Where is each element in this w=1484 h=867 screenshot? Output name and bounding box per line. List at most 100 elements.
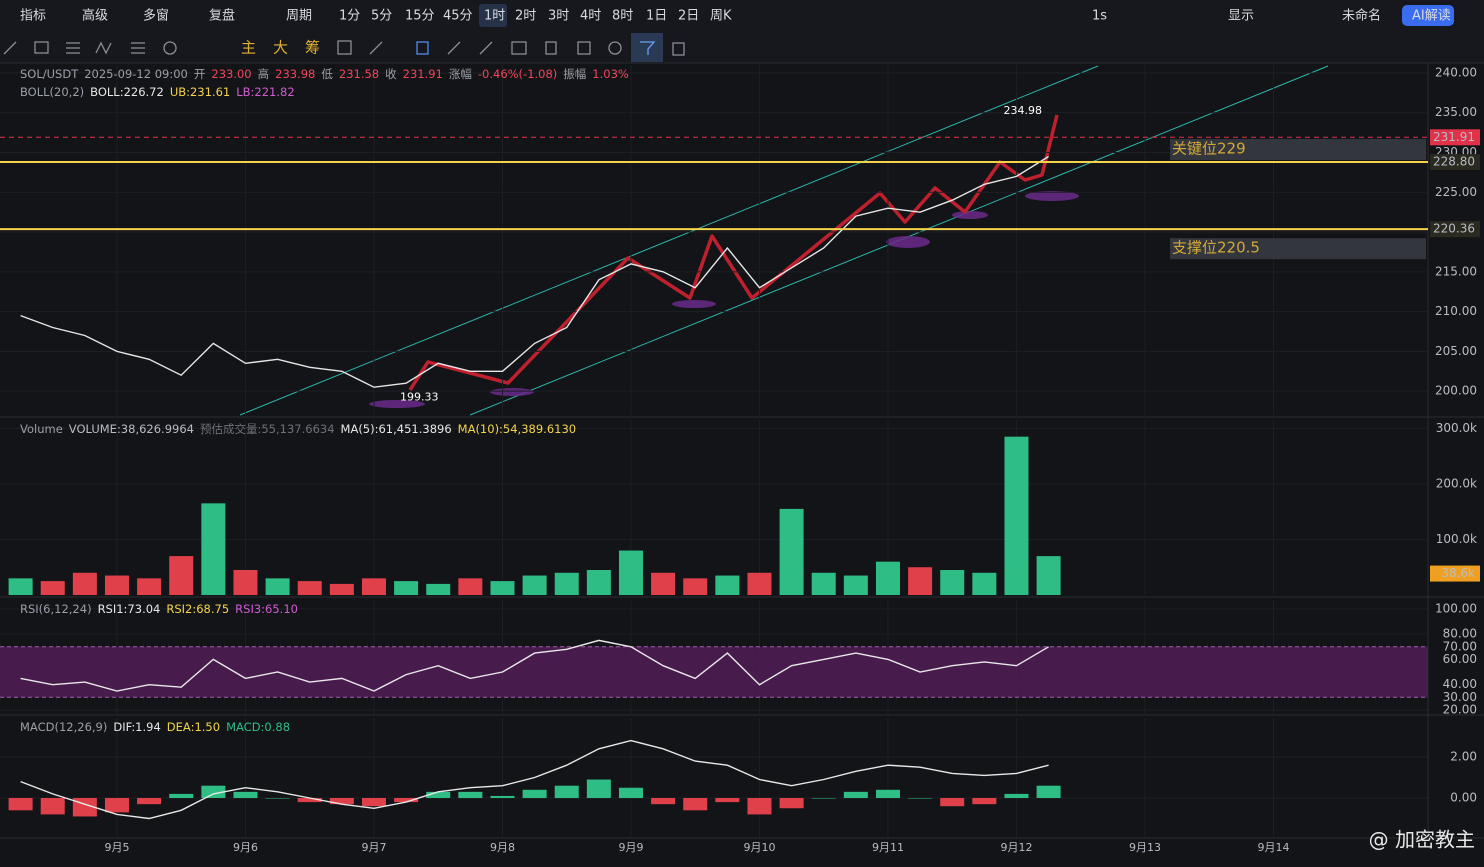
volume-tag: [1430, 565, 1480, 582]
bar: [361, 798, 386, 807]
draw-icons: [3, 33, 685, 62]
tool[interactable]: 筹: [305, 39, 320, 57]
legend-item: MACD:0.88: [226, 720, 290, 734]
y-tick-label: 40.00: [1443, 677, 1477, 691]
draw-toolbar: [0, 32, 1484, 63]
bar: [104, 575, 129, 595]
bar: [169, 793, 194, 798]
y-tick-label: 225.00: [1435, 185, 1477, 199]
y-tick-label: 205.00: [1435, 344, 1477, 358]
bar: [554, 785, 579, 798]
bar: [201, 503, 226, 595]
legend-row: BOLL(20,2) BOLL:226.72 UB:231.61 LB:221.82: [20, 85, 295, 99]
bar: [683, 798, 708, 811]
toolbar-item[interactable]: 周期: [286, 9, 312, 24]
high-label: 234.98: [1004, 104, 1043, 117]
toolbar-item[interactable]: 复盘: [209, 8, 235, 24]
last-price-tag: [1430, 129, 1480, 146]
toolbar-item[interactable]: 3时: [548, 9, 569, 24]
legend-item: 收: [385, 67, 397, 81]
bar: [1036, 785, 1061, 798]
legend-item: -0.46%(-1.08): [478, 67, 557, 81]
legend-item: 高: [258, 67, 270, 81]
legend-item: RSI1:73.04: [98, 602, 161, 616]
bar: [137, 578, 162, 595]
legend-item: RSI3:65.10: [235, 602, 298, 616]
bar: [908, 798, 933, 799]
toolbar-item[interactable]: AI解读: [1412, 9, 1451, 24]
toolbar-item[interactable]: 4时: [580, 9, 601, 24]
legend-item: DEA:1.50: [167, 720, 220, 734]
legend-item: VOLUME:38,626.9964: [69, 422, 194, 436]
legend-item: RSI(6,12,24): [20, 602, 92, 616]
bar: [40, 581, 65, 595]
y-tick-label: 100.00: [1435, 601, 1477, 615]
bar: [361, 578, 386, 595]
toolbar-item[interactable]: 1分: [339, 9, 360, 24]
tool[interactable]: 主: [241, 39, 256, 57]
toolbar-item[interactable]: 1s: [1092, 9, 1107, 24]
bar: [297, 798, 322, 803]
top-toolbar: [0, 0, 1484, 32]
y-tick-label: 300.0k: [1436, 421, 1477, 435]
level-tag: [1430, 221, 1480, 238]
bar: [490, 581, 515, 595]
bar: [683, 578, 708, 595]
toolbar-item[interactable]: 2时: [515, 9, 536, 24]
toolbar-item[interactable]: 周K: [710, 9, 732, 24]
bar: [940, 798, 965, 807]
annotation-box: [1170, 139, 1426, 161]
bar: [779, 798, 804, 809]
annotation-box: [1170, 238, 1426, 260]
bar: [426, 583, 451, 595]
ai-button: [1402, 5, 1454, 26]
bar: [265, 578, 290, 595]
legend-item: 233.98: [275, 67, 315, 81]
toolbar-item[interactable]: 1时: [484, 9, 505, 24]
y-tick-label: 240.00: [1435, 65, 1477, 79]
tool[interactable]: 大: [273, 39, 288, 57]
legend-item: 低: [321, 67, 333, 81]
y-tick-label: 60.00: [1443, 652, 1477, 666]
toolbar-item[interactable]: 指标: [20, 9, 46, 24]
legend-item: DIF:1.94: [113, 720, 160, 734]
bar: [651, 798, 676, 805]
bar: [715, 575, 740, 595]
bar: [394, 798, 419, 803]
low-label: 199.33: [400, 390, 439, 403]
bar: [843, 575, 868, 595]
toolbar-item[interactable]: 45分: [443, 9, 473, 24]
rsi-band: [0, 646, 1428, 698]
toolbar-item[interactable]: 5分: [371, 9, 392, 24]
y-tick-label: 80.00: [1443, 627, 1477, 641]
toolbar-item[interactable]: 未命名: [1342, 8, 1381, 24]
bar: [169, 556, 194, 595]
bar: [490, 795, 515, 798]
legend-item: 开: [194, 67, 206, 81]
x-tick-label: 9月8: [490, 841, 515, 854]
level-tag-label: 228.80: [1433, 155, 1475, 169]
legend-row: RSI(6,12,24) RSI1:73.04 RSI2:68.75 RSI3:65.…: [20, 602, 298, 616]
bar: [201, 785, 226, 798]
legend-item: LB:221.82: [236, 85, 294, 99]
toolbar-item[interactable]: 15分: [405, 9, 435, 24]
bar: [972, 572, 997, 595]
bar: [618, 550, 643, 595]
y-tick-label: 210.00: [1435, 304, 1477, 318]
toolbar-item[interactable]: 显示: [1228, 9, 1254, 24]
bar: [8, 798, 33, 811]
bar: [586, 570, 611, 595]
toolbar-item[interactable]: 1日: [646, 9, 667, 24]
legend-item: MA(5):61,451.3896: [341, 422, 452, 436]
toolbar-item[interactable]: 高级: [82, 8, 108, 24]
toolbar-item[interactable]: 多窗: [143, 8, 169, 24]
legend-item: 2025-09-12 09:00: [84, 67, 188, 81]
toolbar-item[interactable]: 2日: [678, 9, 699, 24]
bar: [8, 578, 33, 595]
bar: [40, 798, 65, 815]
legend-item: MA(10):54,389.6130: [458, 422, 576, 436]
y-tick-label: 235.00: [1435, 105, 1477, 119]
toolbar-item[interactable]: 8时: [612, 9, 633, 24]
bar: [651, 572, 676, 595]
